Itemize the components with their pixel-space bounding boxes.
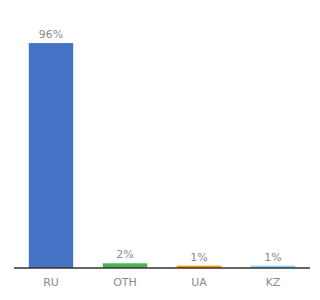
data-label: 96% [39, 28, 63, 41]
chart: 96% 2% 1% 1% RU OTH UA KZ [0, 0, 320, 300]
x-tick-label: KZ [266, 276, 281, 289]
data-label: 1% [190, 251, 207, 264]
data-label: 1% [264, 251, 281, 264]
bars [29, 43, 295, 268]
data-label: 2% [116, 248, 133, 261]
x-axis-line [14, 267, 310, 269]
data-labels: 96% 2% 1% 1% [39, 28, 282, 264]
x-tick-label: OTH [113, 276, 137, 289]
bar [29, 43, 73, 268]
x-tick-labels: RU OTH UA KZ [43, 276, 281, 289]
chart-container: 96% 2% 1% 1% RU OTH UA KZ [0, 0, 320, 300]
x-tick-label: RU [43, 276, 59, 289]
x-tick-label: UA [191, 276, 207, 289]
